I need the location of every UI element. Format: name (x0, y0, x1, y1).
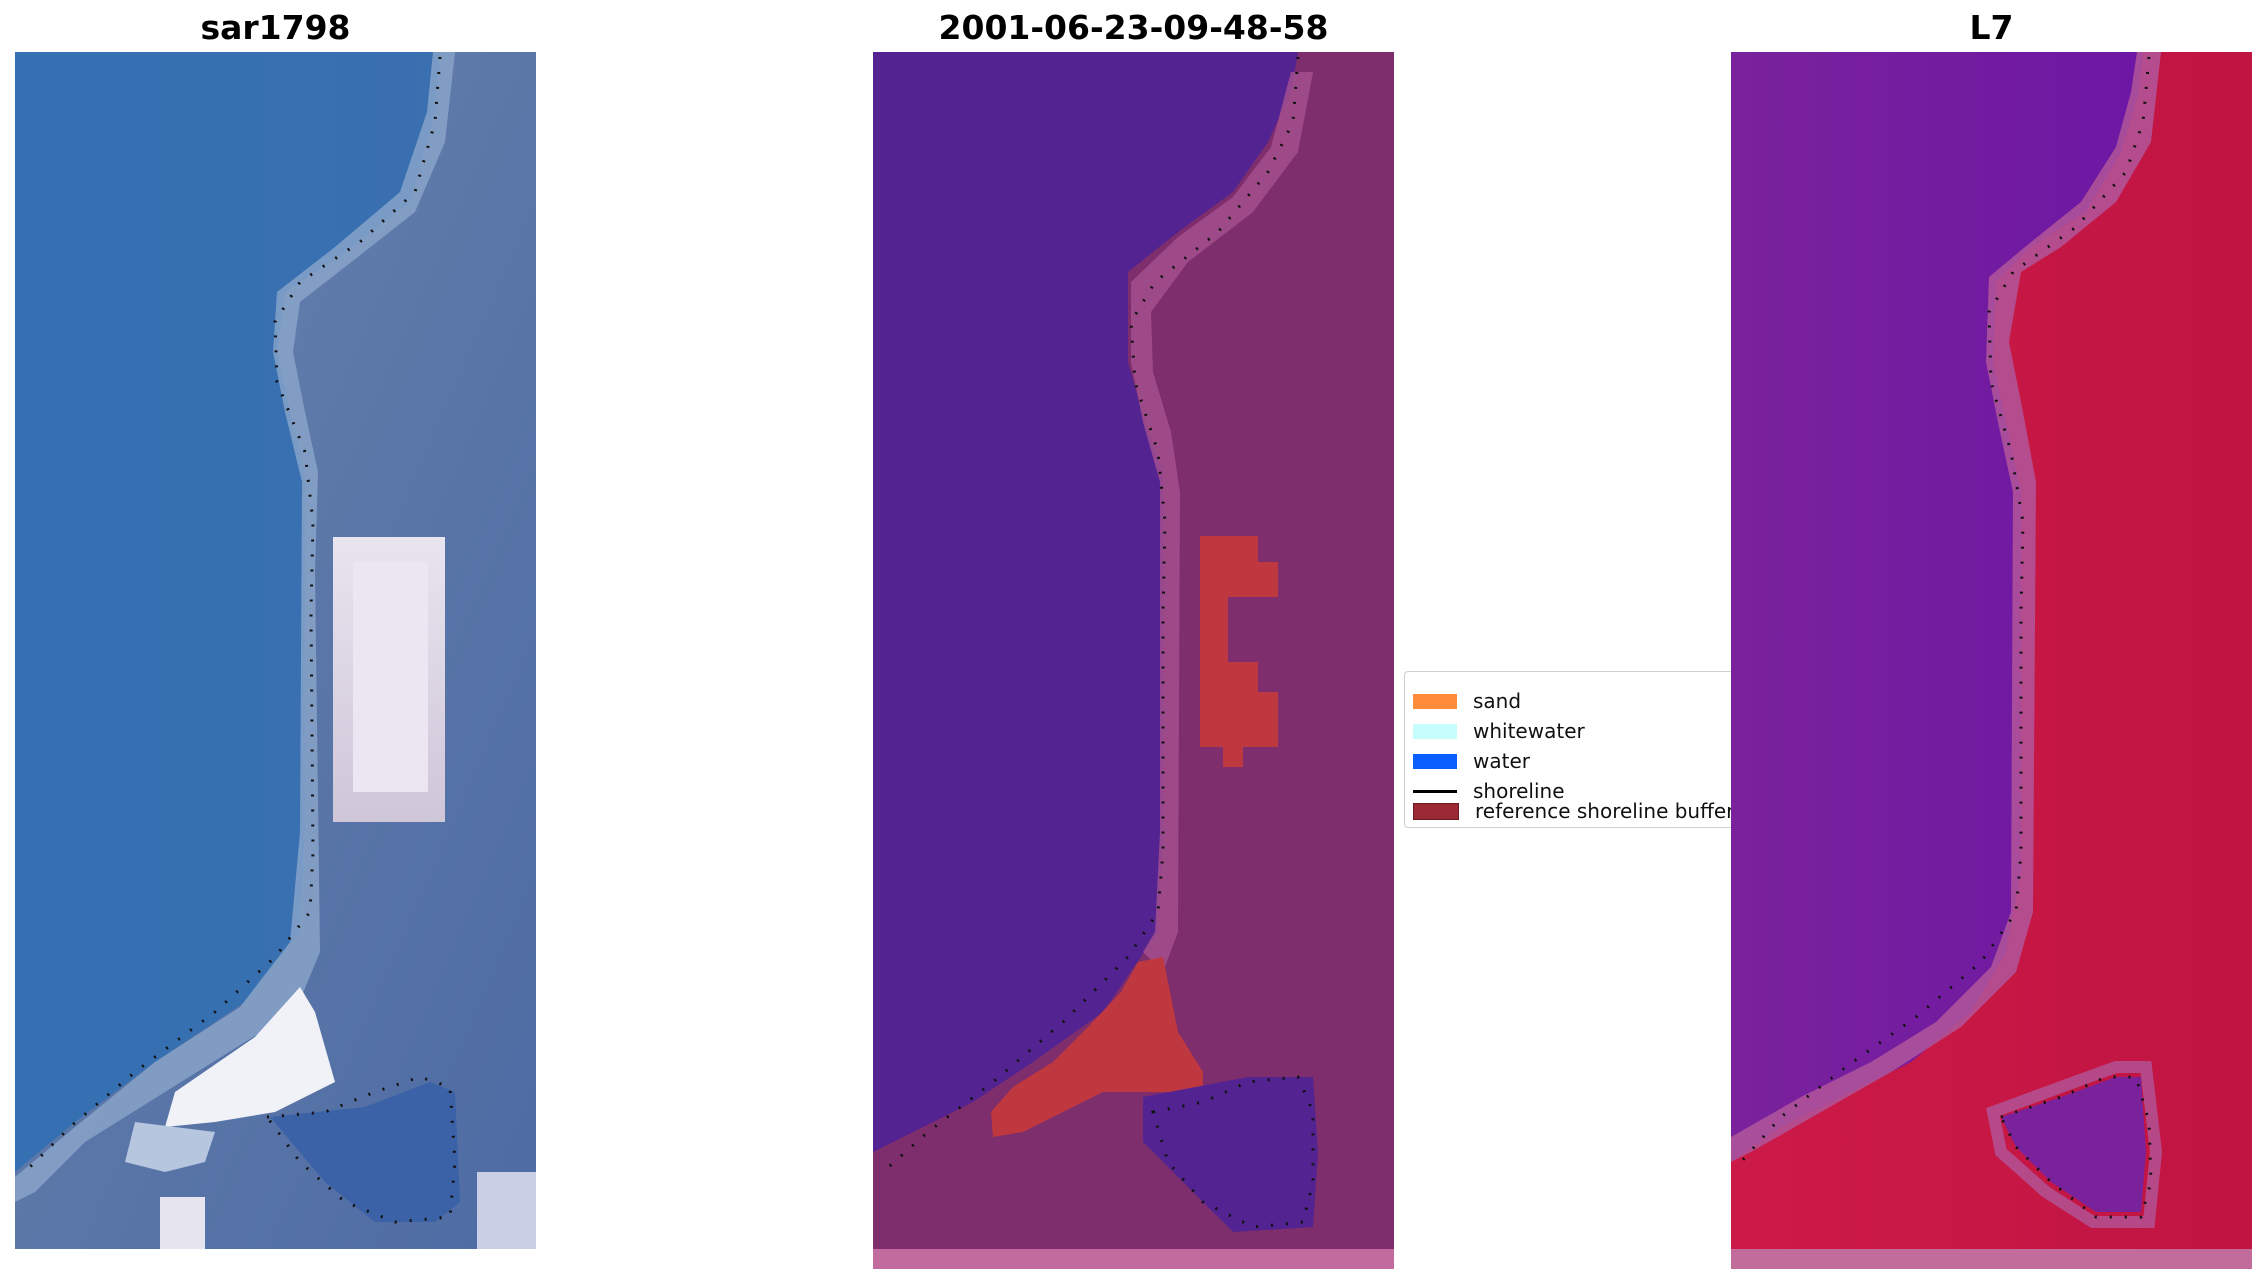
panel-title-classified: 2001-06-23-09-48-58 (938, 8, 1329, 47)
rgb-satellite-image (15, 52, 536, 1249)
ndwi-index-image (1731, 52, 2252, 1269)
legend-item-shoreline: shoreline (1413, 776, 1565, 806)
legend-label-whitewater: whitewater (1473, 719, 1585, 743)
legend-label-reference-buffer: reference shoreline buffer (1475, 799, 1735, 823)
ndwi-image-panel (1731, 52, 2252, 1269)
legend-item-whitewater: whitewater (1413, 716, 1585, 746)
legend-label-sand: sand (1473, 689, 1522, 713)
reference-buffer-swatch (1413, 802, 1459, 820)
whitewater-swatch (1413, 723, 1457, 739)
legend-item-sand: sand (1413, 686, 1521, 716)
legend-label-shoreline: shoreline (1473, 779, 1565, 803)
classified-image-panel (873, 52, 1394, 1269)
water-swatch (1413, 753, 1457, 769)
legend: sand whitewater water shoreline referenc… (1404, 671, 1744, 828)
panel-title-ndwi: L7 (1969, 8, 2014, 47)
legend-item-reference-buffer: reference shoreline buffer (1413, 796, 1734, 826)
rgb-image-panel (15, 52, 536, 1249)
legend-item-water: water (1413, 746, 1530, 776)
shoreline-line-swatch (1413, 789, 1457, 793)
panel-title-rgb: sar1798 (200, 8, 351, 47)
legend-label-water: water (1473, 749, 1530, 773)
sand-swatch (1413, 693, 1457, 709)
classified-image (873, 52, 1394, 1269)
